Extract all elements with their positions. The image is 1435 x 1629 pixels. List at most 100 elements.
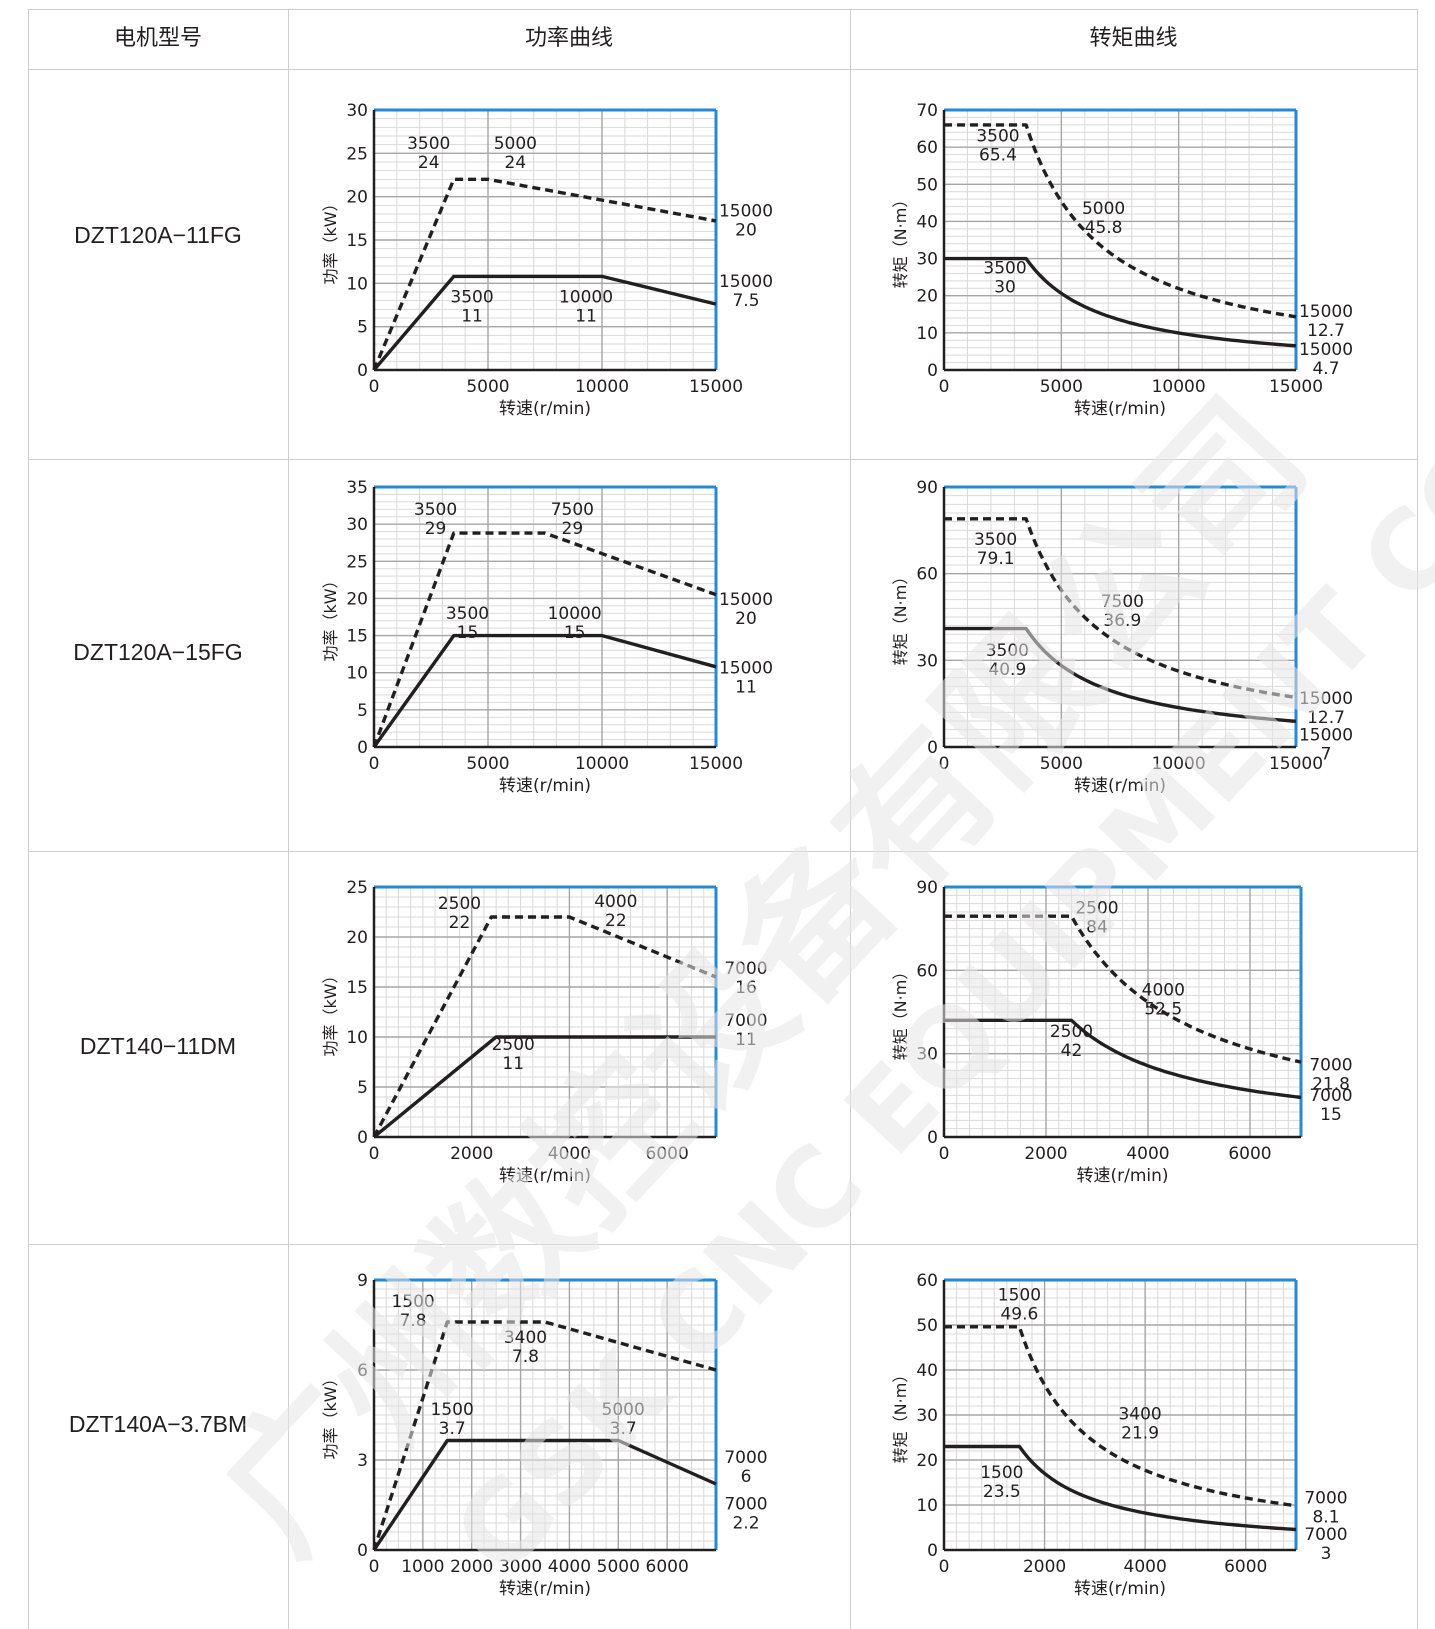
y-tick-label: 0 [357,1128,368,1148]
data-label: 15000 [719,590,773,610]
y-tick-label: 20 [346,589,368,609]
x-tick-label: 10000 [575,754,629,774]
data-label: 4.7 [1312,359,1339,379]
data-label: 22 [449,913,471,933]
y-tick-label: 0 [927,361,938,381]
model-name-2: DZT120A−15FG [73,639,243,665]
data-label: 7000 [724,959,767,979]
rated-curve [944,1018,1302,1100]
table-border-right [1417,9,1418,1629]
y-tick-label: 6 [357,1361,368,1381]
data-label: 11 [502,1054,524,1074]
data-label: 16 [735,978,757,998]
power-chart-4: 0 1000 2000 3000 4000 5000 6000 0 3 6 9 转速(r/min) 功率… [321,1271,768,1599]
table-divider-2 [850,9,851,1629]
data-label: 11 [735,677,757,697]
x-tick-label: 4000 [1124,1557,1167,1577]
data-label: 7500 [1101,592,1144,612]
x-tick-label: 5000 [1040,754,1083,774]
data-label: 12.7 [1307,321,1345,341]
x-tick-label: 10000 [1152,754,1206,774]
data-label: 11 [461,306,483,326]
data-label: 7000 [724,1448,767,1468]
rated-curve [944,1444,1297,1532]
power-chart-1: 0 5000 10000 15000 0 5 10 15 20 25 30 转速(r/min) 功率（k… [321,101,773,419]
x-tick-label: 4000 [548,1144,591,1164]
x-tick-label: 15000 [1269,377,1323,397]
data-label: 8.1 [1312,1508,1339,1528]
peak-curve [944,914,1302,1064]
x-tick-label: 5000 [1040,377,1083,397]
torque-chart-4: 0 2000 4000 6000 0 10 20 30 40 50 60 转速(r/min) 转矩（N·… [891,1271,1348,1599]
x-axis-label: 转速(r/min) [499,1166,591,1186]
x-tick-label: 15000 [1269,754,1323,774]
y-tick-label: 5 [357,318,368,338]
x-tick-label: 5000 [597,1557,640,1577]
y-tick-label: 20 [916,1451,938,1471]
y-tick-label: 25 [346,552,368,572]
power-chart-3: 0 2000 4000 6000 0 5 10 15 20 25 转速(r/min) 功率（kW） 25… [321,878,768,1186]
y-tick-label: 30 [916,1045,938,1065]
data-label: 29 [425,519,447,539]
data-label: 3.7 [610,1419,637,1439]
data-label: 4000 [1142,980,1185,1000]
x-tick-label: 0 [939,754,950,774]
x-tick-label: 10000 [575,377,629,397]
data-label: 29 [562,519,584,539]
spec-table: 电机型号 功率曲线 转矩曲线 DZT120A−11FG DZT120A−15FG… [28,9,1418,1629]
data-label: 3500 [446,604,489,624]
y-tick-label: 15 [346,627,368,647]
x-tick-label: 2000 [1024,1144,1067,1164]
data-label: 3400 [504,1328,547,1348]
data-label: 3500 [983,258,1026,278]
data-label: 5000 [1082,199,1125,219]
x-tick-label: 4000 [1126,1144,1169,1164]
x-tick-label: 2000 [450,1144,493,1164]
header-divider [28,69,1418,70]
data-label: 20 [735,609,757,629]
x-tick-label: 0 [939,377,950,397]
data-label: 42 [1061,1041,1083,1061]
data-label: 7500 [551,500,594,520]
torque-chart-3: 0 2000 4000 6000 0 30 60 90 转速(r/min) 转矩（N·m） 2500… [891,878,1353,1186]
y-tick-label: 30 [916,250,938,270]
y-tick-label: 10 [916,1496,938,1516]
y-tick-label: 0 [927,738,938,758]
y-tick-label: 20 [346,928,368,948]
y-tick-label: 35 [346,478,368,498]
model-name-4: DZT140A−3.7BM [68,1411,248,1437]
peak-curve [944,1325,1297,1508]
data-label: 36.9 [1103,611,1141,631]
data-label: 3400 [1118,1405,1161,1425]
rated-curve [944,256,1297,348]
header-model: 电机型号 [113,26,202,51]
power-chart-2: 0 5000 10000 15000 0 5 10 15 20 25 30 35 转速(r/min) 功率… [321,478,773,796]
model-name-3: DZT140−11DM [79,1033,237,1059]
x-tick-label: 15000 [689,754,743,774]
x-tick-label: 2000 [450,1557,493,1577]
x-tick-label: 0 [369,754,380,774]
y-tick-label: 0 [357,738,368,758]
y-axis-label: 转矩（N·m） [891,964,910,1061]
data-label: 7 [1321,745,1332,765]
x-tick-label: 1000 [401,1557,444,1577]
header-torque-curve: 转矩曲线 [1089,26,1178,51]
x-axis-label: 转速(r/min) [1076,1166,1168,1186]
y-axis-label: 转矩（N·m） [891,569,910,666]
y-tick-label: 10 [346,274,368,294]
y-tick-label: 5 [357,1078,368,1098]
data-label: 24 [418,153,440,173]
row-divider-2 [28,851,1418,852]
y-tick-label: 60 [916,138,938,158]
y-tick-label: 3 [357,1451,368,1471]
data-label: 24 [505,153,527,173]
peak-curve [372,1320,717,1551]
data-label: 15 [564,623,586,643]
x-tick-label: 6000 [646,1557,689,1577]
data-label: 40.9 [988,660,1026,680]
data-label: 7.8 [512,1347,539,1367]
y-axis-label: 转矩（N·m） [891,1367,910,1464]
rated-curve [372,1035,716,1139]
data-label: 15000 [1299,689,1353,709]
y-tick-label: 40 [916,1361,938,1381]
